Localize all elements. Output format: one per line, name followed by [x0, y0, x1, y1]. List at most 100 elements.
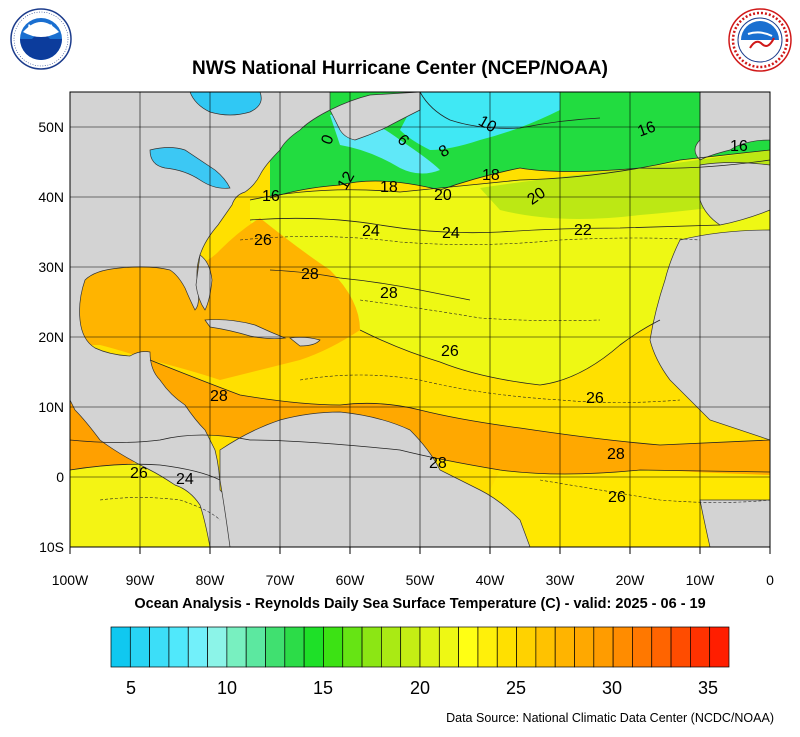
lon-label: 50W	[405, 572, 435, 588]
colorbar-swatch	[284, 626, 305, 668]
colorbar-swatch	[187, 626, 208, 668]
contour-label: 26	[608, 489, 626, 506]
lon-label: 80W	[195, 572, 225, 588]
colorbar-swatch	[303, 626, 324, 668]
lat-label: 10S	[39, 539, 64, 555]
contour-label: 20	[434, 187, 452, 204]
graticule	[70, 92, 770, 547]
colorbar-swatch	[381, 626, 402, 668]
lon-label: 10W	[685, 572, 715, 588]
colorbar-swatch	[477, 626, 498, 668]
lat-label: 20N	[38, 329, 64, 345]
land-cuba	[204, 319, 287, 340]
land-iberia	[699, 162, 770, 226]
contour-lines-dashed	[99, 236, 770, 521]
land-africa-south	[699, 499, 770, 547]
lat-label: 10N	[38, 399, 64, 415]
colorbar-swatch	[516, 626, 537, 668]
lat-label: 0	[56, 469, 64, 485]
contour-label: 16	[730, 138, 748, 155]
contour-label: 26	[254, 232, 272, 249]
noaa-logo-text: NOAA	[28, 23, 55, 33]
colorbar-swatch	[265, 626, 286, 668]
colorbar-swatch	[438, 626, 459, 668]
lon-label: 0	[766, 572, 774, 588]
lon-label: 30W	[545, 572, 575, 588]
noaa-logo: NOAA	[10, 8, 72, 70]
colorbar-swatch	[612, 626, 633, 668]
lon-label: 90W	[125, 572, 155, 588]
colorbar-swatch	[110, 626, 131, 668]
colorbar-swatch	[632, 626, 653, 668]
sst-field-gulf	[70, 218, 360, 380]
colorbar-swatch	[226, 626, 247, 668]
lon-label: 70W	[265, 572, 295, 588]
contour-label: 26	[441, 343, 459, 360]
contour-label: 22	[574, 222, 592, 239]
colorbar-label: 30	[601, 678, 623, 698]
contour-lines	[70, 92, 770, 481]
lon-label: 60W	[335, 572, 365, 588]
map-subtitle: Ocean Analysis - Reynolds Daily Sea Surf…	[134, 596, 706, 612]
colorbar-swatch	[535, 626, 556, 668]
colorbar-swatch	[245, 626, 266, 668]
colorbar-swatch	[709, 626, 730, 668]
colorbar-label: 15	[312, 678, 334, 698]
colorbar-swatch	[651, 626, 672, 668]
colorbar-label: 20	[409, 678, 431, 698]
colorbar-label: 35	[697, 678, 719, 698]
colorbar-label: 25	[505, 678, 527, 698]
colorbar-swatch	[361, 626, 382, 668]
colorbar-swatch	[419, 626, 440, 668]
contour-label: 28	[607, 446, 625, 463]
colorbar-swatch	[690, 626, 711, 668]
contour-label: 24	[362, 223, 380, 240]
nws-logo	[728, 8, 792, 72]
lat-label: 40N	[38, 189, 64, 205]
contour-label: 28	[429, 455, 447, 472]
colorbar-swatch	[323, 626, 344, 668]
sst-field-caribbean	[150, 360, 770, 480]
land-africa	[649, 229, 770, 441]
colorbar-swatch	[207, 626, 228, 668]
colorbar-swatch	[129, 626, 150, 668]
lon-label: 20W	[615, 572, 645, 588]
lat-label: 30N	[38, 259, 64, 275]
colorbar-swatch	[168, 626, 189, 668]
colorbar-swatch	[342, 626, 363, 668]
contour-label: 26	[586, 390, 604, 407]
colorbar	[110, 626, 730, 668]
page-title: NWS National Hurricane Center (NCEP/NOAA…	[192, 58, 608, 79]
land-south-america	[219, 411, 531, 547]
land-florida	[195, 254, 213, 311]
colorbar-label: 5	[125, 678, 136, 698]
land-newfoundland	[329, 92, 421, 141]
colorbar-swatch	[554, 626, 575, 668]
colorbar-swatch	[574, 626, 595, 668]
contour-label: 16	[262, 188, 280, 205]
contour-label: 28	[210, 388, 228, 405]
colorbar-swatch	[496, 626, 517, 668]
contour-label: 24	[442, 225, 460, 242]
lat-label: 50N	[38, 119, 64, 135]
colorbar-swatch	[400, 626, 421, 668]
colorbar-swatch	[149, 626, 170, 668]
land-hispaniola	[289, 336, 321, 347]
land-europe	[694, 92, 770, 161]
contour-label: 28	[380, 285, 398, 302]
lon-label: 40W	[475, 572, 505, 588]
contour-label: 18	[482, 167, 500, 184]
land-north-america	[70, 92, 331, 547]
colorbar-swatch	[670, 626, 691, 668]
axis-ticks	[69, 547, 771, 554]
colorbar-swatch	[458, 626, 479, 668]
data-source-note: Data Source: National Climatic Data Cent…	[446, 711, 774, 725]
contour-label: 24	[176, 471, 194, 488]
colorbar-label: 10	[216, 678, 238, 698]
contour-label: 26	[130, 465, 148, 482]
lon-label: 100W	[51, 572, 89, 588]
contour-label: 28	[301, 266, 319, 283]
colorbar-swatch	[593, 626, 614, 668]
contour-label: 18	[380, 179, 398, 196]
